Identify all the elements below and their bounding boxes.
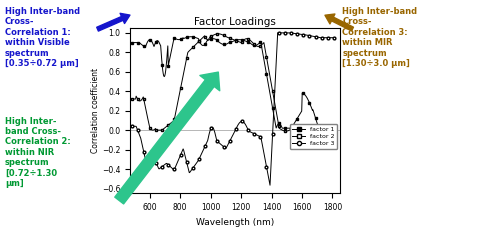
Y-axis label: Correlation coefficient: Correlation coefficient — [92, 68, 100, 153]
Legend: factor 1, factor 2, factor 3: factor 1, factor 2, factor 3 — [290, 124, 337, 149]
X-axis label: Wavelength (nm): Wavelength (nm) — [196, 218, 274, 227]
Title: Factor Loadings: Factor Loadings — [194, 17, 276, 27]
Text: High Inter-band
Cross-
Correlation 3:
within MIR
spectrum
[1.30÷3.0 μm]: High Inter-band Cross- Correlation 3: wi… — [342, 7, 417, 68]
Text: High Inter-
band Cross-
Correlation 2:
within NIR
spectrum
[0.72÷1.30
μm]: High Inter- band Cross- Correlation 2: w… — [5, 116, 71, 188]
Text: High Inter-band
Cross-
Correlation 1:
within Visible
spectrum
[0.35÷0.72 μm]: High Inter-band Cross- Correlation 1: wi… — [5, 7, 80, 68]
